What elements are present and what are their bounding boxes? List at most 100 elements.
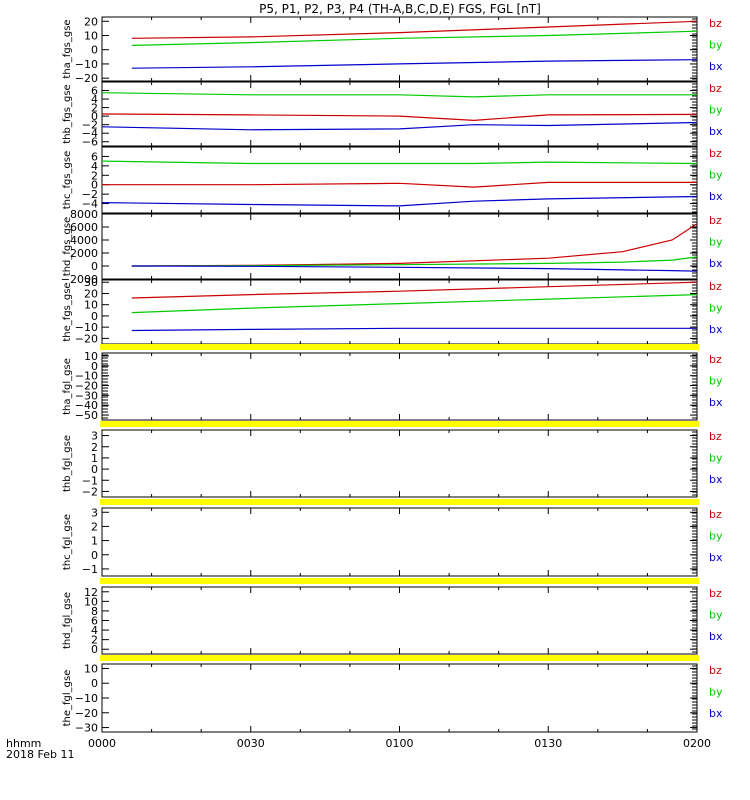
y-tick-label: −6 (82, 136, 98, 149)
y-axis-label: the_fgl_gse (62, 670, 73, 727)
panel-frame (101, 429, 698, 498)
y-tick-label: −20 (75, 380, 98, 393)
y-tick-label: −20 (75, 332, 98, 345)
y-tick-label: 0 (91, 360, 98, 373)
y-tick-label: 3 (91, 430, 98, 443)
legend-bx: bx (709, 630, 723, 643)
y-tick-label: 6 (91, 85, 98, 98)
panel-frame (101, 352, 698, 421)
y-tick-label: 0 (91, 44, 98, 57)
legend-bz: bz (709, 17, 722, 30)
legend-by: by (709, 104, 723, 117)
y-tick-label: 12 (84, 586, 98, 599)
y-axis-label: the_fgs_gse (62, 282, 73, 341)
yellow-status-bar (100, 655, 699, 661)
y-tick-label: 2 (91, 102, 98, 115)
y-tick-label: 4 (91, 160, 98, 173)
time-tick-label: 0130 (534, 737, 562, 750)
y-axis-label: thb_fgs_gse (62, 84, 73, 143)
series-bz-line (102, 181, 697, 188)
y-tick-label: 10 (84, 299, 98, 312)
series-by-line (131, 294, 698, 314)
y-tick-label: 10 (84, 350, 98, 363)
legend-bx: bx (709, 190, 723, 203)
plot-title: P5, P1, P2, P3, P4 (TH-A,B,C,D,E) FGS, F… (259, 2, 541, 16)
yellow-status-bar (100, 421, 699, 427)
y-tick-label: 4000 (70, 234, 98, 247)
y-tick-label: 0 (91, 463, 98, 476)
y-tick-label: 10 (84, 595, 98, 608)
time-tick-label: 0000 (88, 737, 116, 750)
y-tick-label: 1 (91, 452, 98, 465)
legend-by: by (709, 236, 723, 249)
time-axis-label-hhmm: hhmm (6, 737, 41, 750)
time-tick-label: 0100 (386, 737, 414, 750)
y-tick-label: −1 (82, 474, 98, 487)
y-tick-label: −4 (82, 198, 98, 211)
legend-bx: bx (709, 323, 723, 336)
legend-bx: bx (709, 707, 723, 720)
panel-frame (101, 586, 698, 655)
y-tick-label: 2 (91, 520, 98, 533)
y-tick-label: 2 (91, 441, 98, 454)
legend-bz: bz (709, 214, 722, 227)
y-tick-label: 30 (84, 276, 98, 289)
y-tick-label: −30 (75, 389, 98, 402)
legend-bx: bx (709, 125, 723, 138)
y-tick-label: −4 (82, 127, 98, 140)
y-tick-label: 6000 (70, 221, 98, 234)
legend-bz: bz (709, 664, 722, 677)
yellow-status-bar (100, 578, 699, 584)
legend-bz: bz (709, 430, 722, 443)
y-tick-label: 6 (91, 150, 98, 163)
time-tick-label: 0030 (237, 737, 265, 750)
legend-bz: bz (709, 353, 722, 366)
y-tick-label: 0 (91, 643, 98, 656)
y-tick-label: −30 (75, 722, 98, 735)
y-tick-label: 10 (84, 29, 98, 42)
series-bx-line (131, 265, 698, 272)
series-bx-line (101, 195, 698, 207)
panel-frame (101, 146, 698, 214)
y-tick-label: −10 (75, 321, 98, 334)
series-bx-line (101, 121, 698, 131)
time-axis: hhmm 2018 Feb 11 0000 0030 0100 0130 0200 (6, 737, 711, 761)
series-bz-line (101, 113, 698, 122)
y-tick-label: −10 (75, 370, 98, 383)
legend-bx: bx (709, 473, 723, 486)
y-tick-label: 10 (84, 662, 98, 675)
y-axis-label: thd_fgs_gse (62, 217, 73, 276)
y-axis-label: thd_fgl_gse (62, 592, 73, 649)
panel-frame (101, 279, 698, 345)
series-by-line (131, 30, 698, 46)
series-bz-line (131, 281, 698, 299)
y-tick-label: 20 (84, 287, 98, 300)
y-tick-label: 8 (91, 605, 98, 618)
y-axis-label: thc_fgs_gse (62, 151, 73, 210)
legend-by: by (709, 609, 723, 622)
y-tick-label: 2 (91, 634, 98, 647)
y-tick-label: 0 (91, 310, 98, 323)
y-tick-label: 0 (91, 677, 98, 690)
y-tick-label: 6 (91, 615, 98, 628)
y-tick-label: 0 (91, 110, 98, 123)
legend-bx: bx (709, 551, 723, 564)
y-tick-label: −2 (82, 485, 98, 498)
legend-bz: bz (709, 587, 722, 600)
y-tick-label: −2 (82, 188, 98, 201)
panel-frame (101, 507, 698, 577)
legend-bx: bx (709, 396, 723, 409)
y-tick-label: −20 (75, 72, 98, 85)
yellow-status-bar (100, 499, 699, 505)
y-tick-label: −2 (82, 119, 98, 132)
y-tick-label: −40 (75, 399, 98, 412)
